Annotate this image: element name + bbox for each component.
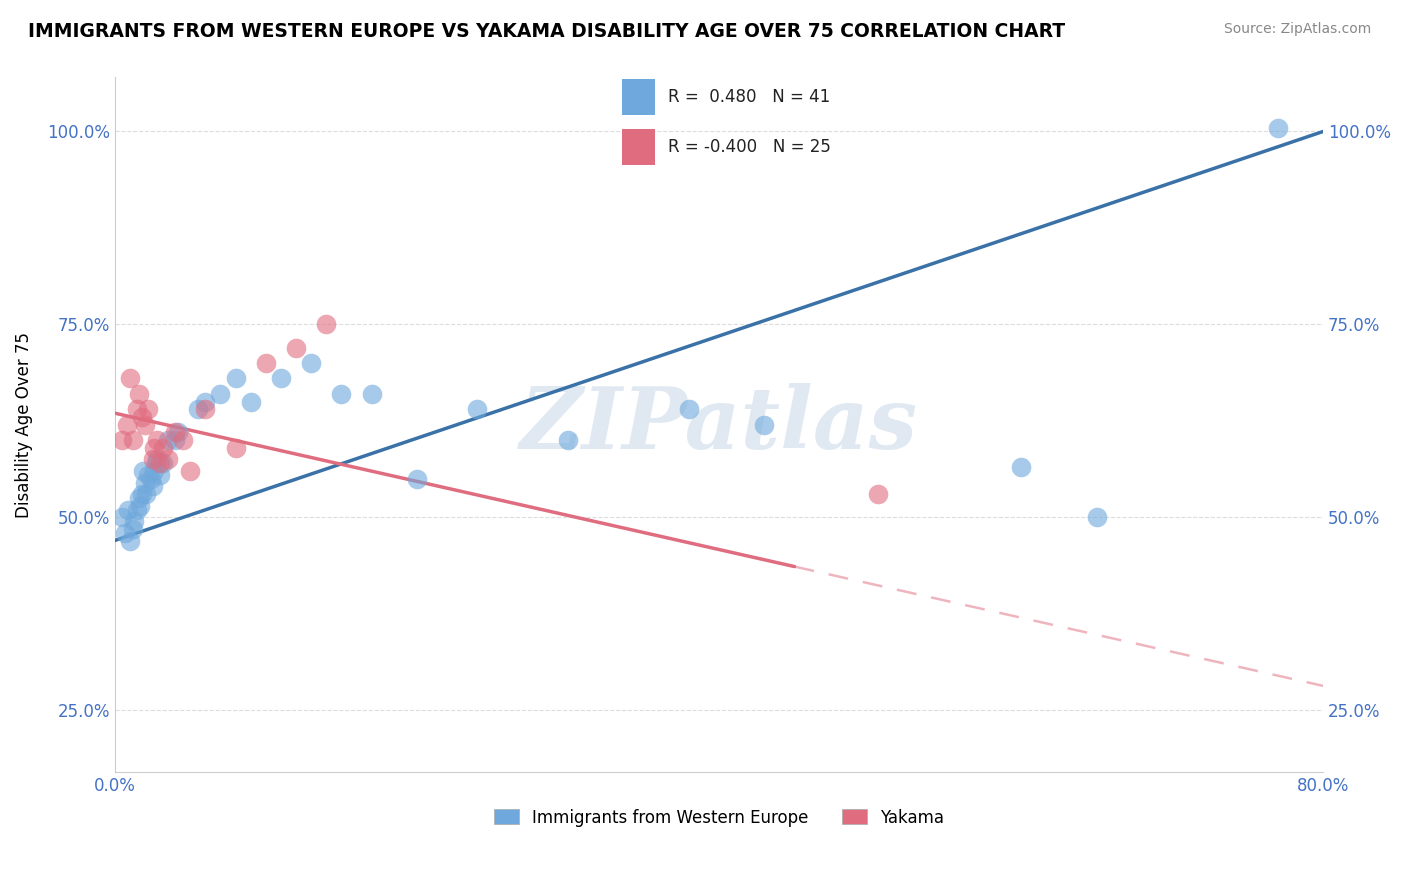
- Point: [225, 441, 247, 455]
- Point: [145, 456, 167, 470]
- Point: [141, 452, 163, 467]
- Point: [141, 479, 163, 493]
- Point: [149, 467, 172, 482]
- Point: [1010, 815, 1032, 830]
- Point: [156, 433, 179, 447]
- Point: [866, 487, 889, 501]
- Point: [139, 472, 162, 486]
- Point: [156, 452, 179, 467]
- Point: [330, 387, 353, 401]
- Point: [146, 433, 169, 447]
- Point: [465, 402, 488, 417]
- Point: [111, 510, 134, 524]
- Point: [149, 456, 172, 470]
- Y-axis label: Disability Age Over 75: Disability Age Over 75: [15, 332, 32, 517]
- Point: [128, 491, 150, 505]
- Point: [187, 402, 209, 417]
- Point: [239, 394, 262, 409]
- Point: [209, 387, 232, 401]
- Point: [132, 464, 155, 478]
- Point: [315, 318, 337, 332]
- Point: [134, 417, 156, 432]
- Point: [131, 487, 153, 501]
- Legend: Immigrants from Western Europe, Yakama: Immigrants from Western Europe, Yakama: [486, 802, 950, 833]
- Point: [405, 472, 427, 486]
- Point: [111, 433, 134, 447]
- Point: [143, 441, 166, 455]
- Point: [270, 371, 292, 385]
- Point: [360, 387, 382, 401]
- Point: [143, 464, 166, 478]
- Point: [167, 425, 190, 440]
- Point: [299, 356, 322, 370]
- Text: R =  0.480   N = 41: R = 0.480 N = 41: [668, 88, 830, 106]
- Point: [179, 464, 201, 478]
- Point: [136, 467, 159, 482]
- Point: [115, 417, 138, 432]
- Point: [152, 441, 174, 455]
- Point: [754, 417, 776, 432]
- Text: R = -0.400   N = 25: R = -0.400 N = 25: [668, 138, 831, 156]
- Point: [134, 475, 156, 490]
- Text: ZIPatlas: ZIPatlas: [520, 383, 918, 467]
- Point: [122, 522, 145, 536]
- Point: [114, 525, 136, 540]
- Point: [117, 502, 139, 516]
- Point: [118, 533, 141, 548]
- Point: [225, 371, 247, 385]
- Point: [1085, 510, 1108, 524]
- Point: [678, 402, 700, 417]
- Point: [135, 487, 157, 501]
- Point: [285, 341, 308, 355]
- Point: [136, 402, 159, 417]
- Point: [152, 456, 174, 470]
- Point: [165, 425, 187, 440]
- Point: [172, 433, 194, 447]
- FancyBboxPatch shape: [621, 129, 655, 165]
- FancyBboxPatch shape: [621, 79, 655, 115]
- Text: IMMIGRANTS FROM WESTERN EUROPE VS YAKAMA DISABILITY AGE OVER 75 CORRELATION CHAR: IMMIGRANTS FROM WESTERN EUROPE VS YAKAMA…: [28, 22, 1066, 41]
- Point: [131, 410, 153, 425]
- Point: [194, 394, 217, 409]
- Point: [118, 371, 141, 385]
- Point: [1267, 120, 1289, 135]
- Point: [1010, 460, 1032, 475]
- Point: [124, 514, 146, 528]
- Point: [127, 402, 149, 417]
- Point: [254, 356, 277, 370]
- Point: [557, 433, 579, 447]
- Point: [129, 499, 152, 513]
- Text: Source: ZipAtlas.com: Source: ZipAtlas.com: [1223, 22, 1371, 37]
- Point: [128, 387, 150, 401]
- Point: [165, 433, 187, 447]
- Point: [194, 402, 217, 417]
- Point: [122, 433, 145, 447]
- Point: [127, 502, 149, 516]
- Point: [146, 452, 169, 467]
